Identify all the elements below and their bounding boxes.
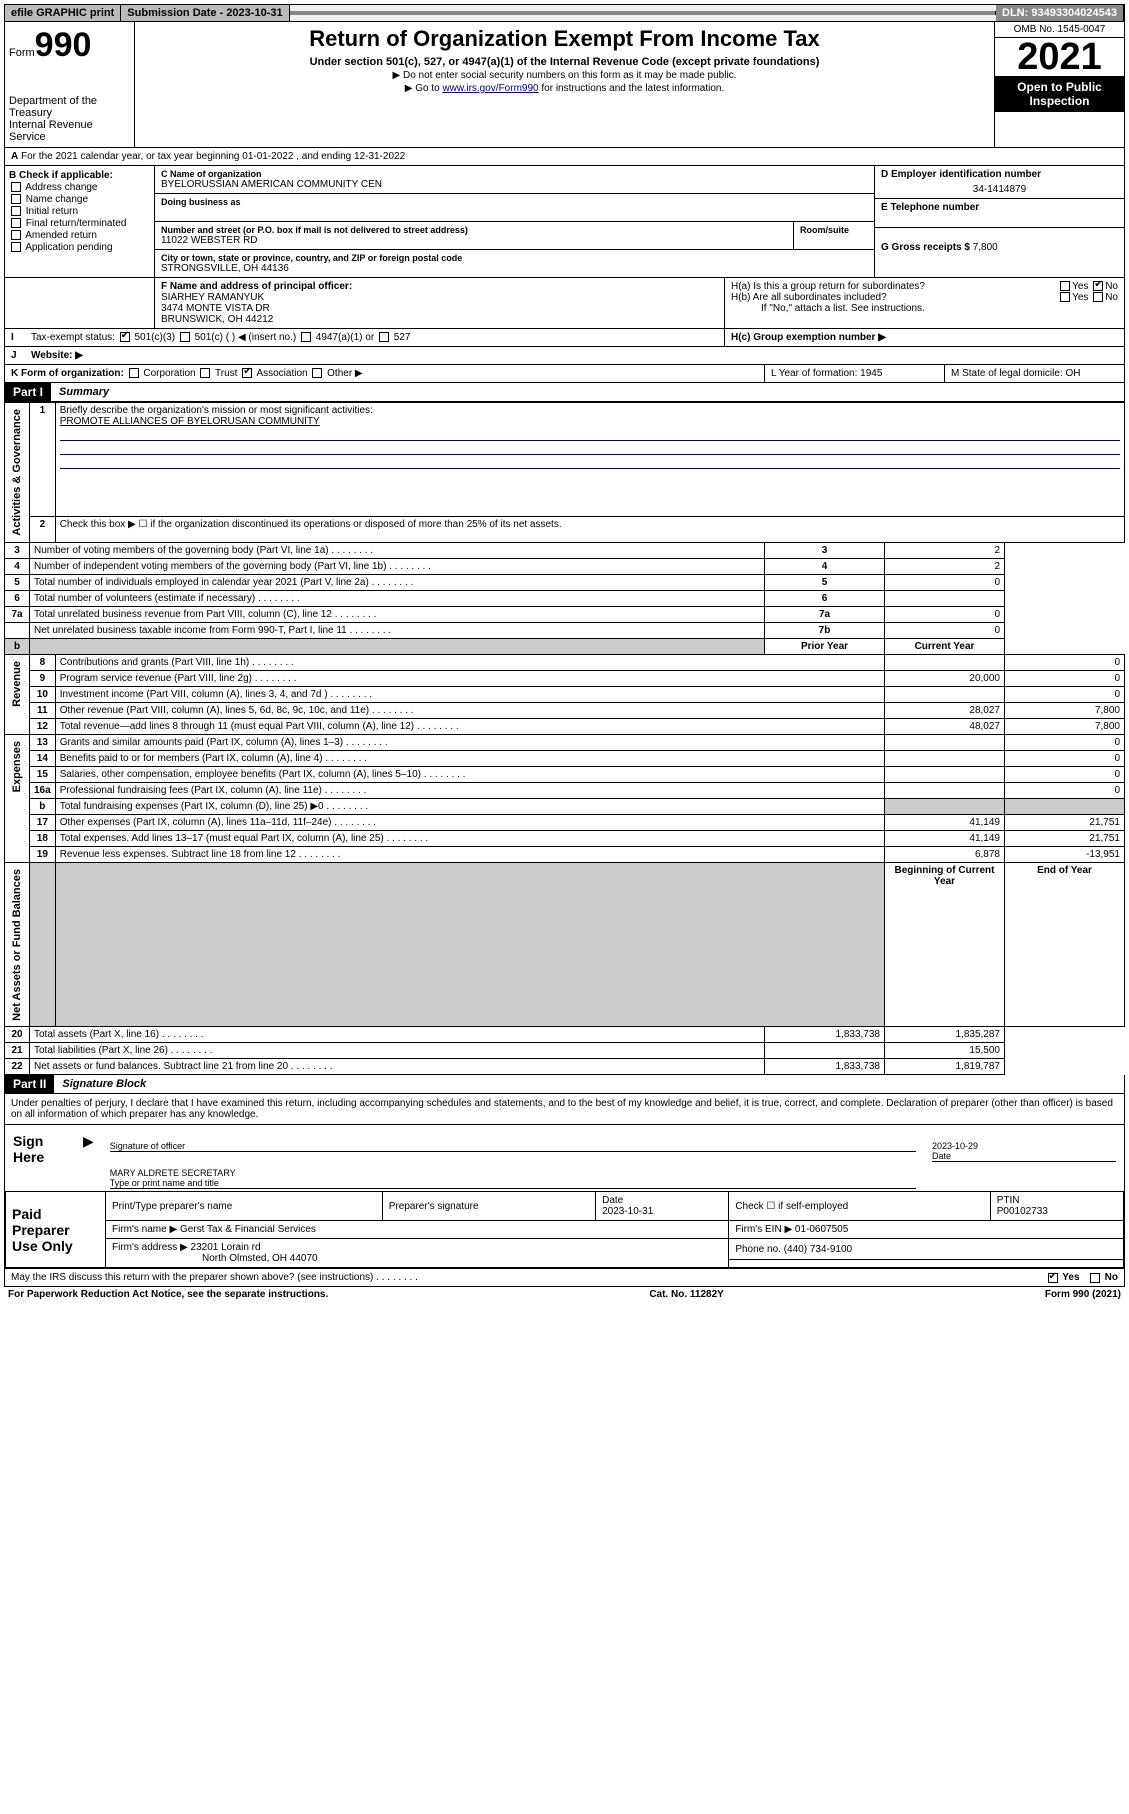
org-name: BYELORUSSIAN AMERICAN COMMUNITY CEN xyxy=(161,179,868,190)
firm-name: Gerst Tax & Financial Services xyxy=(180,1224,316,1235)
part-ii-header: Part II xyxy=(5,1075,54,1093)
row-k: K Form of organization: Corporation Trus… xyxy=(4,365,1125,383)
dept-treasury: Department of the Treasury xyxy=(9,95,130,119)
part-ii: Part II Signature Block xyxy=(4,1075,1125,1094)
form-title: Return of Organization Exempt From Incom… xyxy=(139,26,990,52)
checkbox-final-return-terminated[interactable]: Final return/terminated xyxy=(9,218,150,229)
dln-number: DLN: 93493304024543 xyxy=(996,5,1124,21)
officer-name: SIARHEY RAMANYUK xyxy=(161,292,264,303)
checkbox-amended-return[interactable]: Amended return xyxy=(9,230,150,241)
page-footer: For Paperwork Reduction Act Notice, see … xyxy=(4,1287,1125,1302)
irs-label: Internal Revenue Service xyxy=(9,119,130,143)
form-subtitle: Under section 501(c), 527, or 4947(a)(1)… xyxy=(139,56,990,68)
ssn-warning: ▶ Do not enter social security numbers o… xyxy=(139,70,990,81)
gross-receipts: 7,800 xyxy=(973,242,998,253)
top-toolbar: efile GRAPHIC print Submission Date - 20… xyxy=(4,4,1125,22)
firm-ein: 01-0607505 xyxy=(795,1224,848,1235)
preparer-table: Paid Preparer Use Only Print/Type prepar… xyxy=(5,1191,1124,1268)
arrow-icon: ▶ xyxy=(75,1125,102,1191)
perjury-declaration: Under penalties of perjury, I declare th… xyxy=(5,1094,1124,1124)
signature-block: Under penalties of perjury, I declare th… xyxy=(4,1094,1125,1287)
checkbox-application-pending[interactable]: Application pending xyxy=(9,242,150,253)
ptin: P00102733 xyxy=(997,1206,1048,1217)
checkbox-name-change[interactable]: Name change xyxy=(9,194,150,205)
form-number: Form990 xyxy=(9,26,130,65)
summary-table: Activities & Governance 1 Briefly descri… xyxy=(4,402,1125,1075)
sign-here-label: Sign Here xyxy=(5,1125,75,1191)
part-i: Part I Summary xyxy=(4,383,1125,402)
mission-text: PROMOTE ALLIANCES OF BYELORUSAN COMMUNIT… xyxy=(60,416,320,427)
tax-period: For the 2021 calendar year, or tax year … xyxy=(21,151,405,162)
efile-print-button[interactable]: efile GRAPHIC print xyxy=(5,5,121,21)
tax-year: 2021 xyxy=(995,38,1124,76)
paid-preparer-label: Paid Preparer Use Only xyxy=(6,1192,106,1268)
sign-date: 2023-10-29 xyxy=(932,1141,978,1151)
checkbox-initial-return[interactable]: Initial return xyxy=(9,206,150,217)
block-c: C Name of organization BYELORUSSIAN AMER… xyxy=(155,166,874,277)
form-header: Form990 Department of the Treasury Inter… xyxy=(4,22,1125,148)
street-address: 11022 WEBSTER RD xyxy=(161,235,787,246)
firm-phone: (440) 734-9100 xyxy=(784,1244,852,1255)
year-formation: L Year of formation: 1945 xyxy=(764,365,944,382)
state-domicile: M State of legal domicile: OH xyxy=(944,365,1124,382)
ein: 34-1414879 xyxy=(881,180,1118,195)
instructions-link-row: ▶ Go to www.irs.gov/Form990 for instruct… xyxy=(139,83,990,94)
open-inspection: Open to Public Inspection xyxy=(995,76,1124,112)
officer-signature-name: MARY ALDRETE SECRETARY xyxy=(110,1168,236,1178)
row-f-h: F Name and address of principal officer:… xyxy=(4,278,1125,329)
irs-link[interactable]: www.irs.gov/Form990 xyxy=(442,83,538,94)
side-netassets: Net Assets or Fund Balances xyxy=(9,865,25,1025)
side-governance: Activities & Governance xyxy=(9,405,25,540)
section-a: B Check if applicable: Address change Na… xyxy=(4,166,1125,278)
check-b-column: B Check if applicable: Address change Na… xyxy=(5,166,155,277)
toolbar-spacer xyxy=(290,11,996,15)
row-j: J Website: ▶ xyxy=(4,347,1125,365)
row-i-j: I Tax-exempt status: 501(c)(3) 501(c) ( … xyxy=(4,329,1125,347)
city-state-zip: STRONGSVILLE, OH 44136 xyxy=(161,263,868,274)
checkbox-address-change[interactable]: Address change xyxy=(9,182,150,193)
part-i-header: Part I xyxy=(5,383,51,401)
period-row: A For the 2021 calendar year, or tax yea… xyxy=(4,148,1125,166)
submission-date: Submission Date - 2023-10-31 xyxy=(121,5,289,21)
block-d: D Employer identification number 34-1414… xyxy=(874,166,1124,277)
